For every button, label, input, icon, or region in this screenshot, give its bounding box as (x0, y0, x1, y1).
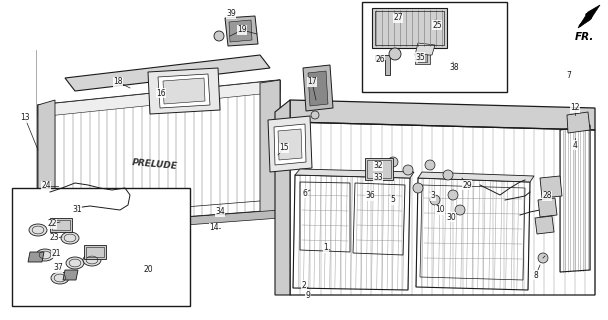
Polygon shape (538, 198, 557, 217)
Text: 30: 30 (446, 212, 456, 221)
Text: 2: 2 (302, 281, 306, 290)
Polygon shape (12, 188, 190, 306)
Text: 17: 17 (307, 77, 317, 86)
Text: 24: 24 (41, 181, 51, 190)
Polygon shape (418, 54, 427, 62)
Text: 14: 14 (209, 223, 219, 233)
Polygon shape (225, 16, 258, 46)
Circle shape (448, 190, 458, 200)
Text: 25: 25 (432, 20, 442, 29)
Polygon shape (567, 112, 590, 133)
Text: 23: 23 (49, 234, 59, 243)
Circle shape (214, 31, 224, 41)
Text: 1: 1 (323, 244, 328, 252)
Polygon shape (415, 43, 435, 55)
Polygon shape (50, 218, 72, 232)
Text: 35: 35 (415, 52, 425, 61)
Ellipse shape (29, 224, 47, 236)
Circle shape (538, 253, 548, 263)
Polygon shape (308, 71, 328, 106)
Ellipse shape (83, 254, 101, 266)
Polygon shape (375, 55, 390, 75)
Text: 12: 12 (570, 103, 580, 113)
Text: 22: 22 (47, 220, 57, 228)
Polygon shape (63, 270, 78, 280)
Text: 31: 31 (72, 205, 82, 214)
Text: 18: 18 (113, 77, 123, 86)
Text: 37: 37 (53, 263, 63, 273)
Circle shape (311, 111, 319, 119)
Polygon shape (65, 55, 270, 91)
Circle shape (388, 157, 398, 167)
Ellipse shape (61, 232, 79, 244)
Circle shape (443, 170, 453, 180)
Polygon shape (275, 100, 290, 295)
Text: 10: 10 (435, 205, 445, 214)
Circle shape (450, 57, 460, 67)
Polygon shape (303, 65, 333, 111)
Text: 36: 36 (365, 191, 375, 201)
Text: 28: 28 (542, 191, 551, 201)
Text: 20: 20 (143, 266, 153, 275)
Polygon shape (418, 172, 534, 182)
Text: 3: 3 (430, 191, 435, 201)
Text: 32: 32 (373, 162, 383, 171)
Circle shape (413, 183, 423, 193)
Text: 34: 34 (215, 207, 225, 217)
Ellipse shape (51, 272, 69, 284)
Circle shape (403, 165, 413, 175)
Circle shape (430, 195, 440, 205)
Polygon shape (148, 68, 220, 114)
Polygon shape (540, 176, 562, 198)
Polygon shape (362, 2, 507, 92)
Circle shape (455, 205, 465, 215)
Polygon shape (268, 116, 312, 172)
Ellipse shape (36, 249, 54, 261)
Text: 29: 29 (462, 180, 472, 189)
Polygon shape (365, 158, 393, 180)
Polygon shape (38, 100, 55, 228)
Polygon shape (578, 5, 600, 28)
Text: 13: 13 (20, 114, 30, 123)
Text: 16: 16 (156, 89, 166, 98)
Text: 15: 15 (279, 143, 289, 153)
Text: 4: 4 (573, 140, 578, 149)
Polygon shape (260, 80, 280, 213)
Polygon shape (158, 74, 210, 108)
Polygon shape (274, 124, 306, 165)
Polygon shape (372, 8, 447, 48)
Ellipse shape (66, 257, 84, 269)
Text: 8: 8 (534, 270, 538, 279)
Text: 5: 5 (390, 196, 395, 204)
Text: 21: 21 (51, 249, 61, 258)
Polygon shape (535, 216, 554, 234)
Text: PRELUDE: PRELUDE (132, 158, 178, 172)
Polygon shape (278, 129, 302, 160)
Text: 7: 7 (567, 70, 572, 79)
Text: 33: 33 (373, 173, 383, 182)
Polygon shape (38, 210, 280, 236)
Polygon shape (38, 80, 280, 117)
Circle shape (425, 160, 435, 170)
Polygon shape (28, 252, 44, 262)
Text: 26: 26 (375, 55, 385, 65)
Text: 19: 19 (237, 26, 247, 35)
Text: 38: 38 (449, 63, 459, 73)
Text: 6: 6 (303, 188, 308, 197)
Polygon shape (415, 52, 430, 64)
Polygon shape (84, 245, 106, 259)
Text: 39: 39 (226, 10, 236, 19)
Text: 27: 27 (393, 13, 403, 22)
Polygon shape (163, 78, 205, 104)
Polygon shape (295, 169, 414, 178)
Polygon shape (290, 100, 595, 130)
Circle shape (389, 48, 401, 60)
Text: 9: 9 (306, 292, 311, 300)
Text: FR.: FR. (575, 32, 595, 42)
Polygon shape (229, 20, 252, 42)
